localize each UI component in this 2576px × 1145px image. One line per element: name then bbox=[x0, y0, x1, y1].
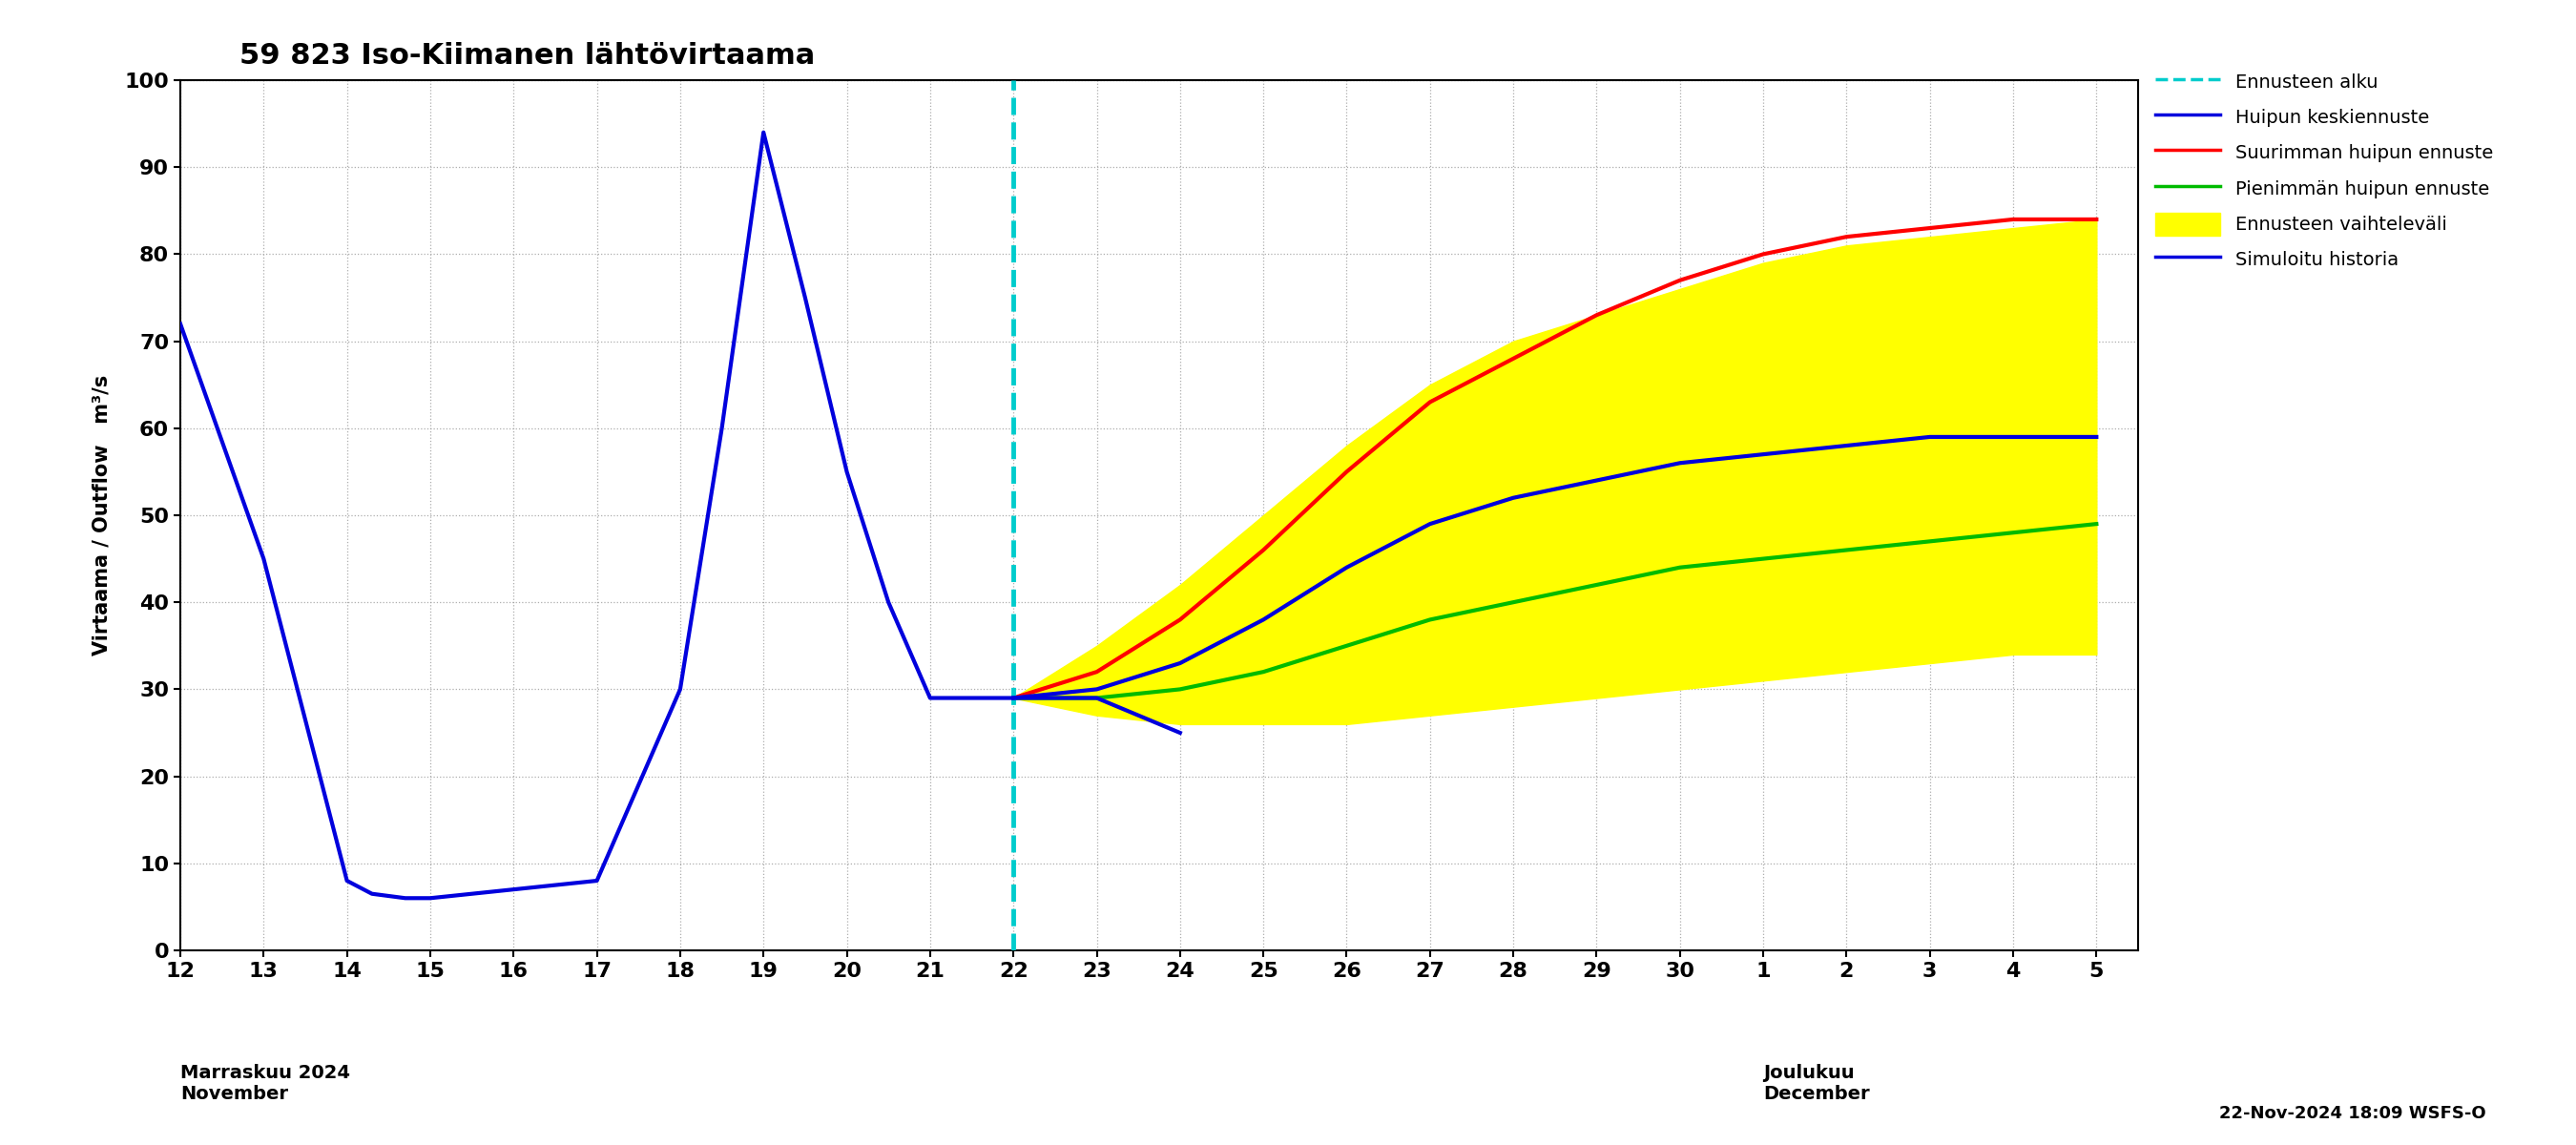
Text: Marraskuu 2024
November: Marraskuu 2024 November bbox=[180, 1064, 350, 1103]
Text: 59 823 Iso-Kiimanen lähtövirtaama: 59 823 Iso-Kiimanen lähtövirtaama bbox=[240, 42, 814, 70]
Text: Joulukuu
December: Joulukuu December bbox=[1762, 1064, 1870, 1103]
Text: 22-Nov-2024 18:09 WSFS-O: 22-Nov-2024 18:09 WSFS-O bbox=[2218, 1105, 2486, 1122]
Legend: Ennusteen alku, Huipun keskiennuste, Suurimman huipun ennuste, Pienimmän huipun : Ennusteen alku, Huipun keskiennuste, Suu… bbox=[2148, 63, 2501, 278]
Y-axis label: Virtaama / Outflow   m³/s: Virtaama / Outflow m³/s bbox=[93, 374, 111, 656]
